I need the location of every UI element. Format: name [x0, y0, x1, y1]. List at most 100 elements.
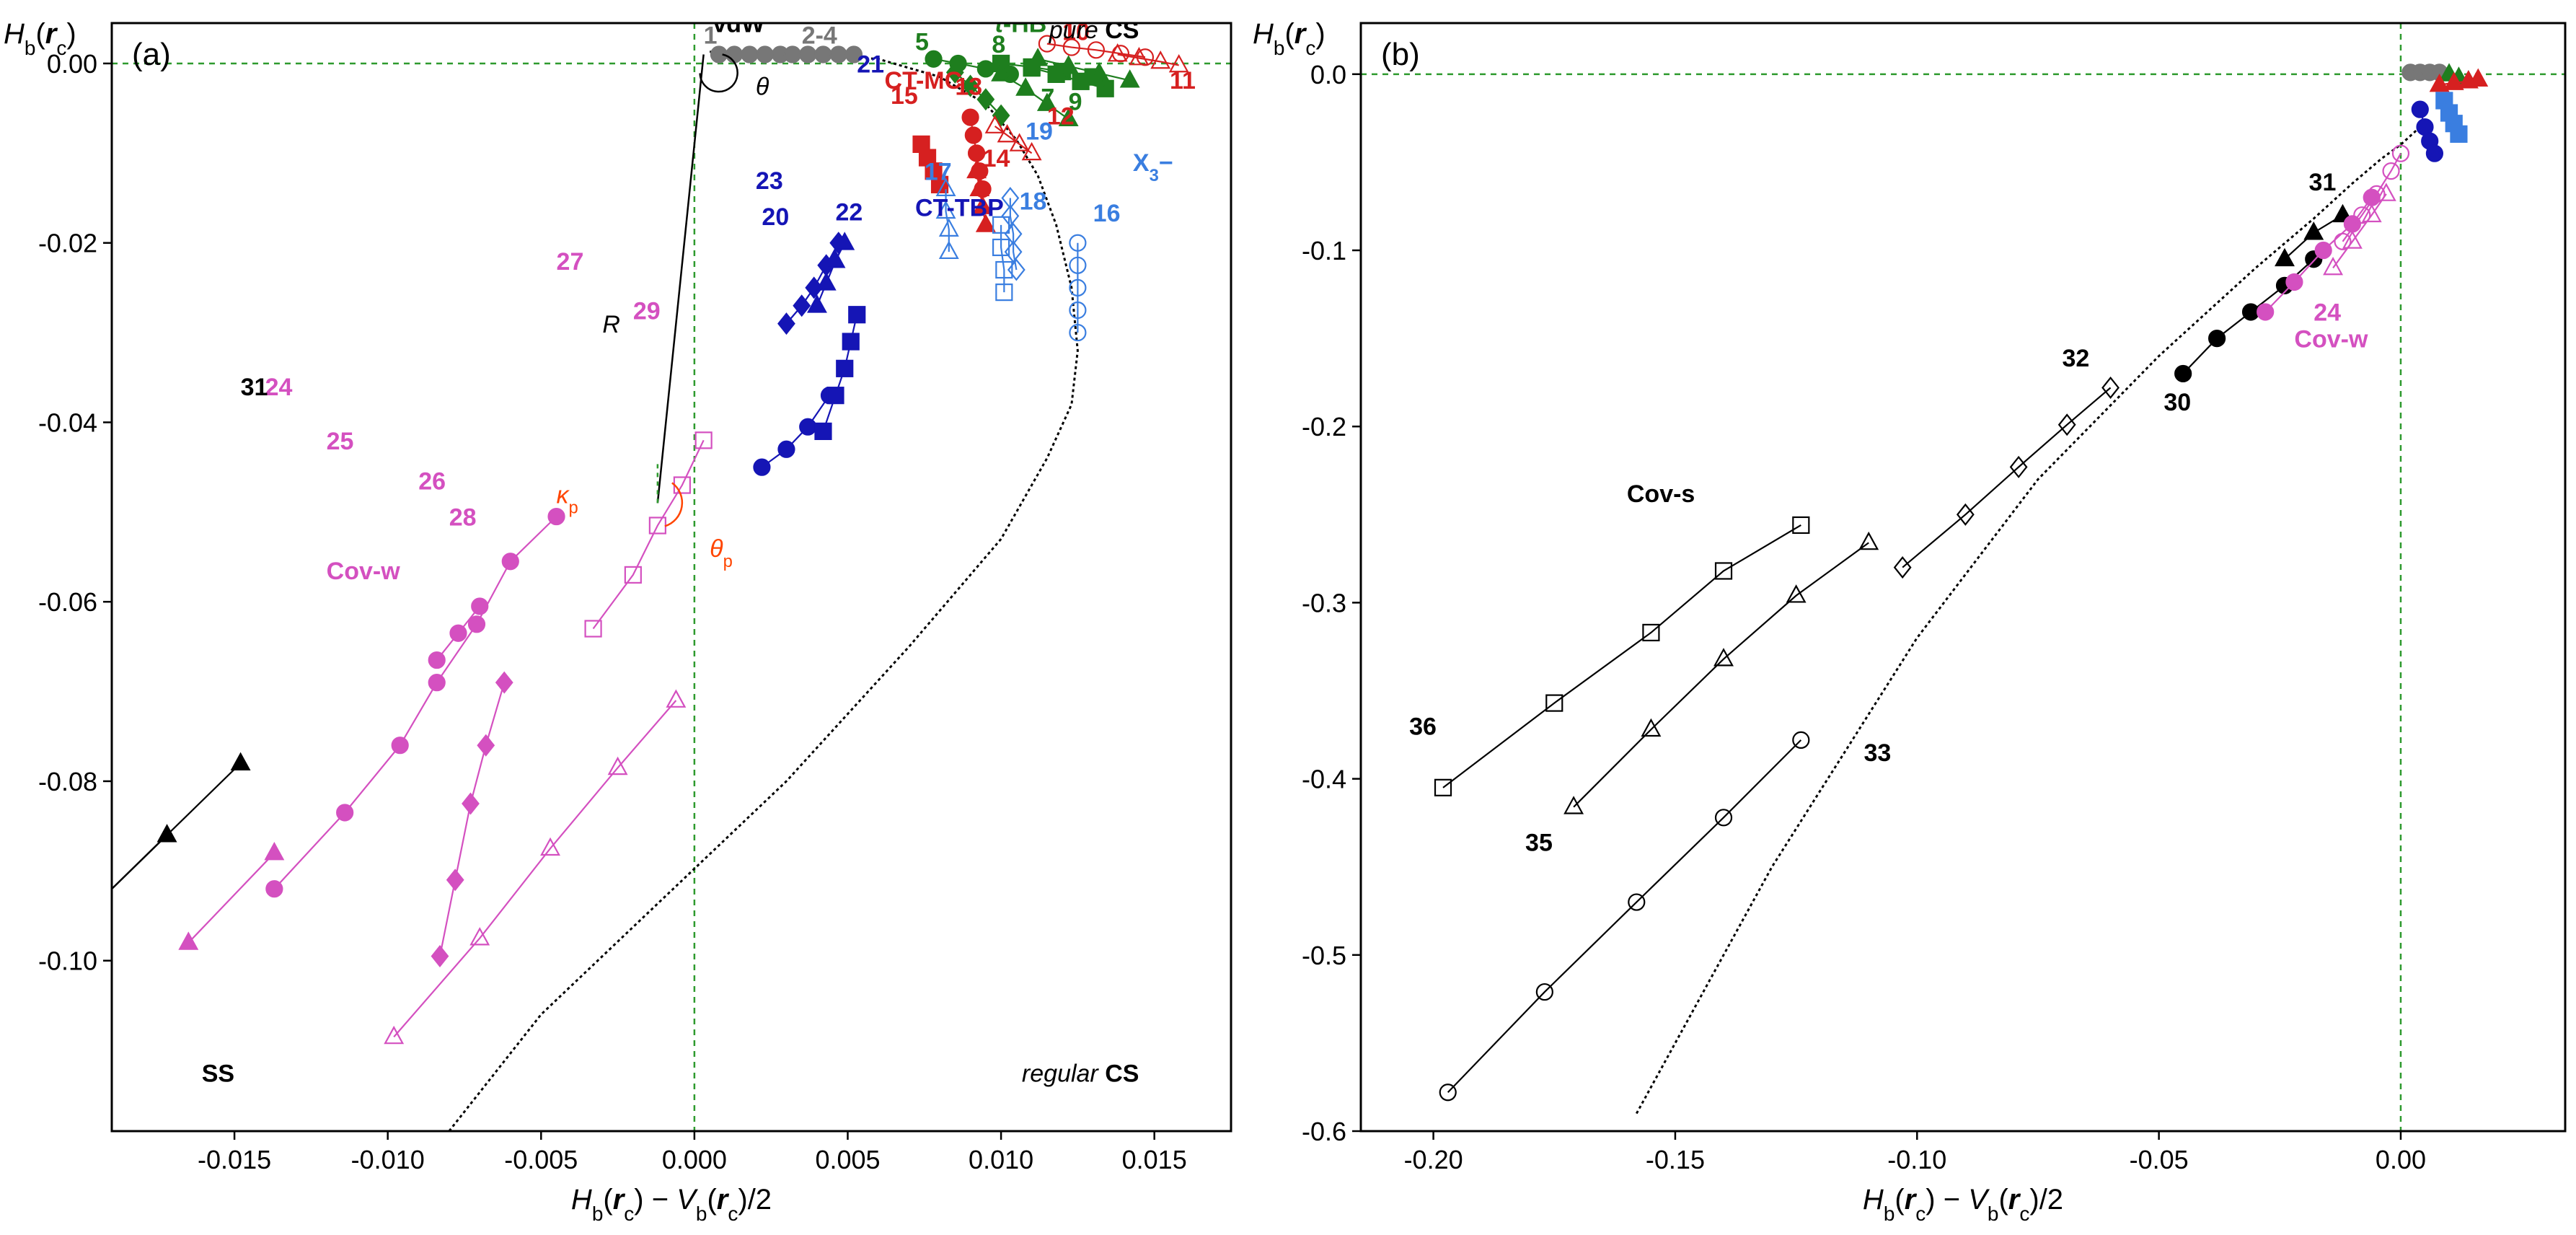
data-point [2303, 221, 2324, 240]
series-line [1031, 67, 1106, 89]
data-point [1007, 258, 1025, 281]
series-line [438, 682, 506, 957]
data-point [1038, 35, 1056, 53]
data-point [391, 737, 409, 755]
data-point [1956, 503, 1975, 526]
y-tick-label: -0.3 [1302, 588, 1346, 618]
data-point [1119, 69, 1140, 88]
theta-arc [699, 53, 738, 93]
annotation-label: 26 [418, 468, 446, 496]
data-point [2323, 256, 2344, 276]
series-32 [1893, 376, 2120, 579]
data-point [446, 869, 464, 892]
annotation-label: θp [710, 535, 733, 571]
data-point [995, 284, 1013, 302]
axes: -0.015 -0.010 -0.005 0.000 0.005 0.010 0.015 0.… [38, 49, 1187, 1174]
series-8 [1023, 59, 1114, 97]
series-10 [1028, 48, 1140, 88]
data-point [2174, 364, 2192, 383]
data-point [741, 45, 759, 63]
data-point [1069, 234, 1087, 252]
data-point [1713, 648, 1734, 667]
series-17 [935, 177, 959, 260]
y-tick-label: -0.5 [1302, 941, 1346, 970]
series-line [1573, 542, 1869, 808]
annotation-label: 30 [2163, 389, 2191, 416]
y-tick-label: -0.06 [38, 587, 97, 617]
data-point [1107, 43, 1128, 62]
series-line [166, 762, 242, 836]
series-2-4 [783, 45, 863, 63]
series-26 [431, 671, 513, 967]
x-tick-label: 0.010 [969, 1145, 1033, 1174]
annotation-label: X3− [1133, 149, 1173, 185]
annotation-label: Cov-w [2294, 325, 2368, 353]
annotation-label: 15 [891, 82, 918, 110]
series-36 [1434, 516, 1810, 796]
series-x3- [2435, 92, 2468, 143]
data-point [1062, 38, 1080, 56]
data-point [2429, 73, 2450, 92]
data-point [624, 566, 642, 584]
series-28 [384, 689, 687, 1045]
annotation-label: 31 [241, 374, 268, 401]
data-point [2208, 330, 2226, 348]
data-point [428, 674, 446, 692]
data-point [1089, 62, 1110, 81]
data-point [501, 553, 519, 571]
x-tick-label: -0.005 [504, 1145, 578, 1174]
series-line [1902, 387, 2112, 568]
x-tick-label: 0.000 [662, 1145, 727, 1174]
series-31-extension-line [112, 834, 168, 890]
series-24 [178, 841, 285, 950]
series-line [816, 242, 846, 307]
y-tick-label: -0.02 [38, 229, 97, 258]
data-point [2368, 185, 2386, 203]
annotation-label: Cov-w [327, 558, 401, 585]
series-line [954, 71, 1002, 116]
y-tick-label: 0.00 [47, 49, 97, 79]
annotation-label: 24 [2313, 299, 2341, 327]
annotation-label: 32 [2062, 345, 2089, 372]
series-15 [912, 135, 949, 193]
region-label: pure CS [1049, 17, 1139, 44]
annotation-label: 8 [992, 31, 1005, 58]
series-line [2342, 153, 2401, 242]
data-point [1096, 79, 1114, 97]
series-cov-w [2334, 144, 2410, 250]
series-25 [265, 507, 565, 898]
annotation-label: 16 [1093, 200, 1121, 227]
data-point [842, 333, 860, 351]
series-12 [984, 115, 1042, 161]
series-vdw [2401, 63, 2448, 82]
annotation-label: κp [557, 481, 578, 517]
data-point [991, 63, 1012, 82]
annotation-label: 11 [1170, 67, 1196, 95]
data-point [972, 195, 993, 214]
data-point [725, 45, 744, 63]
data-point [467, 615, 486, 633]
data-point [799, 418, 817, 436]
data-point [449, 624, 467, 642]
annotation-label: t-HB [995, 10, 1047, 38]
data-point [961, 74, 979, 97]
data-point [793, 294, 811, 317]
annotation-label: 35 [1525, 830, 1553, 857]
data-point [2342, 230, 2363, 249]
annotation-label: 24 [265, 374, 293, 401]
x-tick-label: -0.05 [2130, 1145, 2189, 1174]
data-point [844, 45, 863, 63]
series-24 [2257, 188, 2381, 321]
series-22 [814, 306, 866, 440]
data-point [1714, 809, 1733, 827]
data-point [756, 45, 774, 63]
x-tick-label: 0.00 [2376, 1145, 2426, 1174]
data-point [1069, 256, 1087, 274]
annotation-label: 23 [756, 167, 783, 195]
annotation-label: 22 [835, 199, 863, 227]
data-point [930, 175, 949, 193]
data-point [848, 306, 866, 324]
annotation-label: 20 [762, 203, 789, 231]
data-point [2057, 413, 2076, 436]
